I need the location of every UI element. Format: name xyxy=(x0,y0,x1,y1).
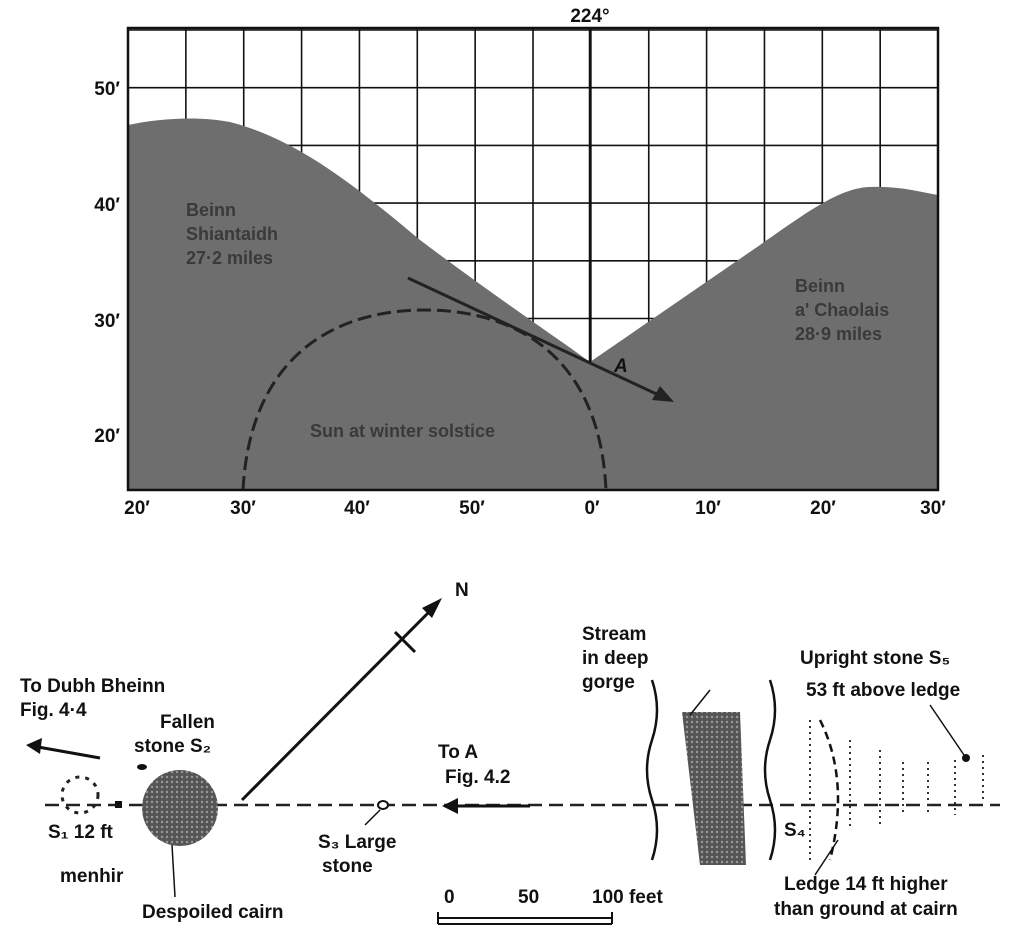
x-label: 40′ xyxy=(344,498,370,519)
label: in deep xyxy=(582,648,649,669)
arrowhead xyxy=(442,798,458,814)
y-label: 40′ xyxy=(94,195,120,216)
x-label: 50′ xyxy=(459,498,485,519)
scale-label: 100 feet xyxy=(592,887,663,908)
label: Fig. 4·4 xyxy=(20,700,87,721)
s1-stone xyxy=(115,801,122,808)
arrow xyxy=(38,747,100,758)
diagram: 224° 50′ 40′ 30′ 20′ 20′ 30′ 40′ 50′ 0′ … xyxy=(0,0,1011,934)
mountain-label: Beinn xyxy=(795,276,845,296)
mountain-label: 28·9 miles xyxy=(795,324,882,344)
ledge-hatching xyxy=(810,720,983,860)
s5-stone xyxy=(962,754,970,762)
s2-stone xyxy=(137,764,147,770)
leader xyxy=(365,810,380,825)
cairn xyxy=(142,770,218,846)
label: S₃ Large xyxy=(318,832,396,853)
point-label: A xyxy=(613,356,628,377)
label: Fig. 4.2 xyxy=(445,767,510,788)
label: gorge xyxy=(582,672,635,693)
label: Stream xyxy=(582,624,646,645)
label: To A xyxy=(438,742,478,763)
gorge xyxy=(682,712,746,865)
arrowhead xyxy=(26,738,42,754)
mountain-label: Shiantaidh xyxy=(186,224,278,244)
stream-bank xyxy=(647,680,657,860)
x-label: 20′ xyxy=(810,498,836,519)
label: Despoiled cairn xyxy=(142,902,284,923)
x-label: 0′ xyxy=(584,498,600,519)
label: 53 ft above ledge xyxy=(806,680,960,701)
north-label: N xyxy=(455,580,469,601)
leader xyxy=(815,840,838,875)
label: Upright stone S₅ xyxy=(800,648,950,669)
leader xyxy=(172,845,175,897)
north-arrow xyxy=(242,608,433,800)
leader xyxy=(690,690,710,715)
stone-circle xyxy=(62,777,98,813)
bearing: 224° xyxy=(570,6,609,27)
ledge-edge xyxy=(820,720,838,860)
label: stone xyxy=(322,856,373,877)
mountain-label: 27·2 miles xyxy=(186,248,273,268)
y-label: 30′ xyxy=(94,311,120,332)
scale-label: 50 xyxy=(518,887,539,908)
label: than ground at cairn xyxy=(774,899,958,920)
label: Ledge 14 ft higher xyxy=(784,874,948,895)
mountain-label: a' Chaolais xyxy=(795,300,889,320)
label: S₄ xyxy=(784,820,806,841)
leader xyxy=(930,705,964,755)
label: Fallen xyxy=(160,712,215,733)
mountain-label: Beinn xyxy=(186,200,236,220)
label: stone S₂ xyxy=(134,736,211,757)
scale-label: 0 xyxy=(444,887,455,908)
x-label: 30′ xyxy=(920,498,946,519)
x-label: 20′ xyxy=(124,498,150,519)
y-label: 20′ xyxy=(94,426,120,447)
stream-bank xyxy=(765,680,775,860)
label: To Dubh Bheinn xyxy=(20,676,165,697)
label: S₁ 12 ft xyxy=(48,822,114,843)
s3-stone xyxy=(378,801,388,809)
y-label: 50′ xyxy=(94,79,120,100)
sun-label: Sun at winter solstice xyxy=(310,421,495,441)
scale-bar xyxy=(438,912,612,924)
x-label: 10′ xyxy=(695,498,721,519)
x-label: 30′ xyxy=(230,498,256,519)
label: menhir xyxy=(60,866,124,887)
